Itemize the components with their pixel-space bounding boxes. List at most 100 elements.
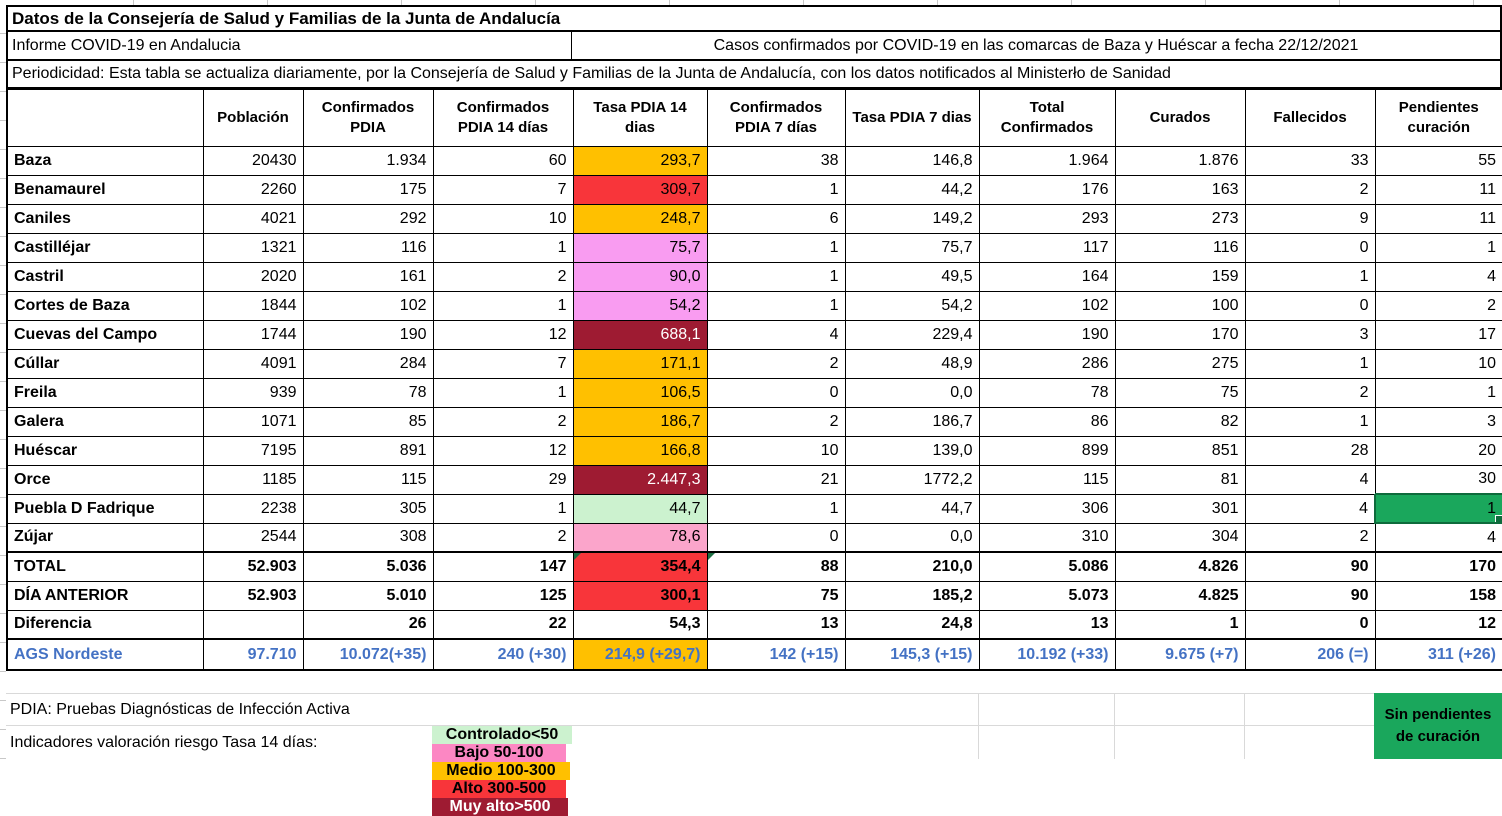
cell-fallecidos[interactable]: 1 (1244, 406, 1376, 437)
cell-curados[interactable]: 4.825 (1114, 580, 1246, 611)
cell-fallecidos[interactable]: 206 (=) (1244, 638, 1376, 671)
row-label[interactable]: Galera (6, 406, 204, 437)
cell-fallecidos[interactable]: 3 (1244, 319, 1376, 350)
cell-confirmados-pdia-7[interactable]: 10 (706, 435, 846, 466)
cell-poblacion[interactable]: 4021 (202, 203, 304, 234)
cell-confirmados-pdia[interactable]: 305 (302, 493, 434, 524)
cell-poblacion[interactable]: 1844 (202, 290, 304, 321)
cell-pendientes-curacion[interactable]: 11 (1374, 174, 1502, 205)
cell-confirmados-pdia-7[interactable]: 1 (706, 290, 846, 321)
cell-tasa-pdia-7[interactable]: 186,7 (844, 406, 980, 437)
cell-confirmados-pdia[interactable]: 284 (302, 348, 434, 379)
cell-poblacion[interactable]: 1185 (202, 464, 304, 495)
cell-confirmados-pdia[interactable]: 78 (302, 377, 434, 408)
cell-fallecidos[interactable]: 2 (1244, 174, 1376, 205)
cell-tasa-pdia-7[interactable]: 24,8 (844, 609, 980, 640)
cell-poblacion[interactable]: 2238 (202, 493, 304, 524)
cell-tasa-pdia-14[interactable]: 166,8 (572, 435, 708, 466)
cell-tasa-pdia-7[interactable]: 149,2 (844, 203, 980, 234)
cell-fallecidos[interactable]: 1 (1244, 348, 1376, 379)
column-header-pendientes-curacion[interactable]: Pendientes curación (1374, 88, 1502, 147)
cell-confirmados-pdia-7[interactable]: 1 (706, 232, 846, 263)
cell-poblacion[interactable]: 2544 (202, 522, 304, 553)
row-label[interactable]: Castril (6, 261, 204, 292)
cell-pendientes-curacion[interactable]: 12 (1374, 609, 1502, 640)
cell-fallecidos[interactable]: 2 (1244, 522, 1376, 553)
cell-tasa-pdia-14[interactable]: 90,0 (572, 261, 708, 292)
cell-tasa-pdia-14[interactable]: 2.447,3 (572, 464, 708, 495)
cell-poblacion[interactable]: 97.710 (202, 638, 304, 671)
cell-pendientes-curacion[interactable]: 17 (1374, 319, 1502, 350)
cell-confirmados-pdia[interactable]: 1.934 (302, 145, 434, 176)
cell-tasa-pdia-14[interactable]: 309,7 (572, 174, 708, 205)
row-label[interactable]: AGS Nordeste (6, 638, 204, 671)
cell-tasa-pdia-14[interactable]: 44,7 (572, 493, 708, 524)
column-header-curados[interactable]: Curados (1114, 88, 1246, 147)
cell-confirmados-pdia[interactable]: 5.036 (302, 551, 434, 582)
cell-total-confirmados[interactable]: 310 (978, 522, 1116, 553)
cell-fallecidos[interactable]: 0 (1244, 232, 1376, 263)
cell-curados[interactable]: 301 (1114, 493, 1246, 524)
cell-total-confirmados[interactable]: 1.964 (978, 145, 1116, 176)
cell-confirmados-pdia-7[interactable]: 0 (706, 522, 846, 553)
cell-confirmados-pdia-14[interactable]: 12 (432, 435, 574, 466)
cell-pendientes-curacion[interactable]: 170 (1374, 551, 1502, 582)
cell-tasa-pdia-14[interactable]: 78,6 (572, 522, 708, 553)
cell-confirmados-pdia[interactable]: 26 (302, 609, 434, 640)
cell-fallecidos[interactable]: 0 (1244, 290, 1376, 321)
cell-confirmados-pdia[interactable]: 891 (302, 435, 434, 466)
cell-pendientes-curacion[interactable]: 1 (1374, 493, 1502, 524)
cell-poblacion[interactable]: 1321 (202, 232, 304, 263)
cell-poblacion[interactable]: 52.903 (202, 551, 304, 582)
cell-confirmados-pdia-7[interactable]: 1 (706, 261, 846, 292)
cell-poblacion[interactable]: 2020 (202, 261, 304, 292)
cell-confirmados-pdia[interactable]: 85 (302, 406, 434, 437)
cell-pendientes-curacion[interactable]: 2 (1374, 290, 1502, 321)
cell-fallecidos[interactable]: 2 (1244, 377, 1376, 408)
cell-poblacion[interactable]: 52.903 (202, 580, 304, 611)
cell-tasa-pdia-7[interactable]: 145,3 (+15) (844, 638, 980, 671)
cell-tasa-pdia-7[interactable]: 54,2 (844, 290, 980, 321)
cell-total-confirmados[interactable]: 293 (978, 203, 1116, 234)
cell-confirmados-pdia-7[interactable]: 4 (706, 319, 846, 350)
report-label-cell[interactable]: Informe COVID-19 en Andalucia (6, 31, 572, 60)
cell-fallecidos[interactable]: 33 (1244, 145, 1376, 176)
cell-tasa-pdia-7[interactable]: 75,7 (844, 232, 980, 263)
cell-tasa-pdia-14[interactable]: 54,2 (572, 290, 708, 321)
cell-total-confirmados[interactable]: 78 (978, 377, 1116, 408)
row-label[interactable]: Huéscar (6, 435, 204, 466)
cell-curados[interactable]: 163 (1114, 174, 1246, 205)
column-header-total-confirmados[interactable]: Total Confirmados (978, 88, 1116, 147)
cell-curados[interactable]: 75 (1114, 377, 1246, 408)
cell-fallecidos[interactable]: 0 (1244, 609, 1376, 640)
cell-tasa-pdia-14[interactable]: 171,1 (572, 348, 708, 379)
legend-swatch-controlado[interactable]: Controlado<50 (432, 726, 572, 744)
cell-pendientes-curacion[interactable]: 4 (1374, 522, 1502, 553)
cell-fallecidos[interactable]: 90 (1244, 551, 1376, 582)
cell-confirmados-pdia-7[interactable]: 13 (706, 609, 846, 640)
cell-total-confirmados[interactable]: 115 (978, 464, 1116, 495)
cell-confirmados-pdia-14[interactable]: 147 (432, 551, 574, 582)
cell-tasa-pdia-14[interactable]: 214,9 (+29,7) (572, 638, 708, 671)
cell-confirmados-pdia-7[interactable]: 38 (706, 145, 846, 176)
cell-confirmados-pdia-14[interactable]: 1 (432, 493, 574, 524)
cell-total-confirmados[interactable]: 164 (978, 261, 1116, 292)
column-header-confirmados-pdia[interactable]: Confirmados PDIA (302, 88, 434, 147)
cell-confirmados-pdia-7[interactable]: 0 (706, 377, 846, 408)
cell-tasa-pdia-14[interactable]: 354,4 (572, 551, 708, 582)
cell-confirmados-pdia-14[interactable]: 22 (432, 609, 574, 640)
cell-curados[interactable]: 116 (1114, 232, 1246, 263)
cell-confirmados-pdia[interactable]: 308 (302, 522, 434, 553)
column-header-tasa-pdia-7[interactable]: Tasa PDIA 7 dias (844, 88, 980, 147)
cell-tasa-pdia-7[interactable]: 210,0 (844, 551, 980, 582)
cell-total-confirmados[interactable]: 102 (978, 290, 1116, 321)
cell-pendientes-curacion[interactable]: 55 (1374, 145, 1502, 176)
legend-swatch-muyalto[interactable]: Muy alto>500 (432, 798, 568, 816)
cell-poblacion[interactable]: 2260 (202, 174, 304, 205)
cell-confirmados-pdia[interactable]: 190 (302, 319, 434, 350)
cell-pendientes-curacion[interactable]: 1 (1374, 377, 1502, 408)
cell-confirmados-pdia-14[interactable]: 1 (432, 232, 574, 263)
cell-curados[interactable]: 273 (1114, 203, 1246, 234)
cell-confirmados-pdia-14[interactable]: 7 (432, 348, 574, 379)
cell-tasa-pdia-14[interactable]: 293,7 (572, 145, 708, 176)
